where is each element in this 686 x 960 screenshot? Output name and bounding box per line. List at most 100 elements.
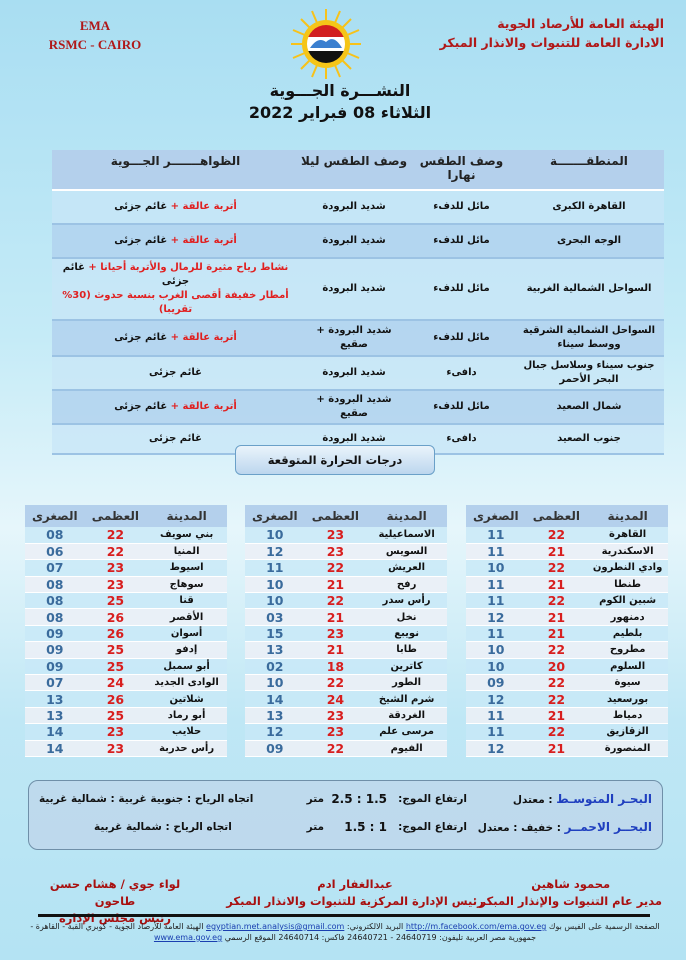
header-min: الصغرى bbox=[25, 505, 85, 527]
night-weather: شديد البرودة + صقيع bbox=[299, 390, 409, 425]
max-temp: 18 bbox=[304, 658, 367, 676]
city-row: الغردقة 23 13 bbox=[245, 707, 447, 725]
header-city: المدينة bbox=[146, 505, 227, 527]
city-row: قنا 25 08 bbox=[25, 592, 227, 610]
city-row: أبو سمبل 25 09 bbox=[25, 658, 227, 676]
min-temp: 12 bbox=[466, 608, 526, 626]
sea-name: البحــر الاحمــر bbox=[564, 820, 652, 834]
header-min: الصغرى bbox=[466, 505, 526, 527]
max-temp: 25 bbox=[84, 641, 147, 659]
city-row: طابا 21 13 bbox=[245, 641, 447, 659]
city-name: أسوان bbox=[146, 625, 227, 643]
phenomena-warning: أتربة عالقة + bbox=[170, 332, 237, 343]
city-row: الوادى الجديد 24 07 bbox=[25, 674, 227, 692]
city-row: دمياط 21 11 bbox=[466, 707, 668, 725]
max-temp: 21 bbox=[525, 625, 588, 643]
min-temp: 15 bbox=[245, 625, 305, 643]
city-name: كاترين bbox=[366, 658, 447, 676]
city-name: سيوة bbox=[587, 674, 668, 692]
signature-3: لواء جوي / هشام حسن طاحون رئيس مجلس الإد… bbox=[30, 876, 200, 927]
city-row: رفح 21 10 bbox=[245, 576, 447, 594]
city-row: إدفو 25 09 bbox=[25, 641, 227, 659]
min-temp: 14 bbox=[25, 740, 85, 757]
min-temp: 10 bbox=[466, 559, 526, 577]
city-name: القاهرة bbox=[587, 527, 668, 544]
region: جنوب سيناء وسلاسل جبال البحر الأحمر bbox=[514, 356, 664, 391]
region: شمال الصعيد bbox=[514, 390, 664, 425]
header-night: وصف الطقس ليلا bbox=[299, 150, 409, 191]
max-temp: 21 bbox=[304, 576, 367, 594]
city-row: مرسى علم 23 12 bbox=[245, 723, 447, 741]
phenomena-sky: غائم جزئى bbox=[114, 401, 168, 412]
max-temp: 23 bbox=[84, 723, 147, 741]
max-temp: 21 bbox=[525, 576, 588, 594]
min-temp: 07 bbox=[25, 674, 85, 692]
max-temp: 21 bbox=[525, 707, 588, 725]
min-temp: 12 bbox=[245, 543, 305, 561]
city-name: رفح bbox=[366, 576, 447, 594]
phenomena-sky: غائم جزئى bbox=[114, 332, 168, 343]
city-row: شلاتين 26 13 bbox=[25, 690, 227, 708]
day-weather: مائل للدفء bbox=[409, 390, 514, 425]
website-link[interactable]: www.ema.gov.eg bbox=[153, 933, 223, 942]
max-temp: 22 bbox=[525, 674, 588, 692]
city-row: نويبع 23 15 bbox=[245, 625, 447, 643]
header-day: وصف الطقس نهارا bbox=[409, 150, 514, 191]
city-name: نويبع bbox=[366, 625, 447, 643]
max-temp: 22 bbox=[84, 527, 147, 544]
min-temp: 10 bbox=[245, 592, 305, 610]
temperature-table-3: المدينة العظمى الصغرى بني سويف 22 08 المنيا 22 0… bbox=[25, 505, 227, 757]
max-temp: 23 bbox=[304, 723, 367, 741]
signatory-name: عبدالغفار ادم bbox=[317, 877, 393, 891]
header-city: المدينة bbox=[587, 505, 668, 527]
phenomena: أتربة عالقة + غائم جزئى bbox=[52, 390, 299, 425]
phenomena-sky: غائم جزئى bbox=[114, 201, 168, 212]
city-row: الاسكندرية 21 11 bbox=[466, 543, 668, 561]
min-temp: 11 bbox=[466, 576, 526, 594]
header-city: المدينة bbox=[366, 505, 447, 527]
city-row: الطور 22 10 bbox=[245, 674, 447, 692]
max-temp: 20 bbox=[525, 658, 588, 676]
min-temp: 12 bbox=[245, 723, 305, 741]
min-temp: 13 bbox=[25, 707, 85, 725]
wind-direction: اتجاه الرياح : شمالية غربية bbox=[94, 821, 232, 833]
sea-state: : معتدل bbox=[512, 794, 553, 806]
max-temp: 22 bbox=[304, 674, 367, 692]
header-min: الصغرى bbox=[245, 505, 305, 527]
city-name: الغردقة bbox=[366, 707, 447, 725]
city-name: رأس سدر bbox=[366, 592, 447, 610]
city-name: السلوم bbox=[587, 658, 668, 676]
city-row: أبو رماد 25 13 bbox=[25, 707, 227, 725]
city-row: شبين الكوم 22 11 bbox=[466, 592, 668, 610]
city-row: بني سويف 22 08 bbox=[25, 527, 227, 544]
signature-2: عبدالغفار ادم رئيس الإدارة المركزية للتن… bbox=[225, 876, 485, 910]
night-weather: شديد البرودة + صقيع bbox=[299, 320, 409, 357]
phenomena: أتربة عالقة + غائم جزئى bbox=[52, 224, 299, 259]
min-temp: 10 bbox=[245, 576, 305, 594]
min-temp: 11 bbox=[466, 527, 526, 544]
min-temp: 09 bbox=[245, 740, 305, 757]
night-weather: شديد البرودة bbox=[299, 224, 409, 259]
min-temp: 09 bbox=[25, 625, 85, 643]
signatory-title: مدير عام التنبوات والإنذار المبكر bbox=[479, 894, 662, 908]
city-row: الاسماعيلية 23 10 bbox=[245, 527, 447, 544]
email-link[interactable]: egyptian.met.analysis@gmail.com bbox=[206, 922, 345, 931]
city-row: شرم الشيخ 24 14 bbox=[245, 690, 447, 708]
temperature-table-2: المدينة العظمى الصغرى الاسماعيلية 23 10 السويس… bbox=[245, 505, 447, 757]
city-name: السويس bbox=[366, 543, 447, 561]
wave-value: 1.5 : 2.5 bbox=[331, 792, 387, 806]
facebook-link[interactable]: http://m.facebook.com/ema.gov.eg bbox=[405, 922, 547, 931]
org-name-line2: الادارة العامة للتنبوات والانذار المبكر bbox=[439, 35, 664, 50]
min-temp: 11 bbox=[245, 559, 305, 577]
min-temp: 13 bbox=[245, 707, 305, 725]
signature-1: محمود شاهين مدير عام التنبوات والإنذار ا… bbox=[479, 876, 662, 910]
max-temp: 21 bbox=[304, 641, 367, 659]
max-temp: 22 bbox=[84, 543, 147, 561]
max-temp: 22 bbox=[304, 592, 367, 610]
organization-english: EMA RSMC - CAIRO bbox=[40, 16, 150, 54]
max-temp: 24 bbox=[84, 674, 147, 692]
max-temp: 23 bbox=[84, 559, 147, 577]
day-weather: مائل للدفء bbox=[409, 224, 514, 259]
city-row: الأقصر 26 08 bbox=[25, 608, 227, 626]
city-name: العريش bbox=[366, 559, 447, 577]
